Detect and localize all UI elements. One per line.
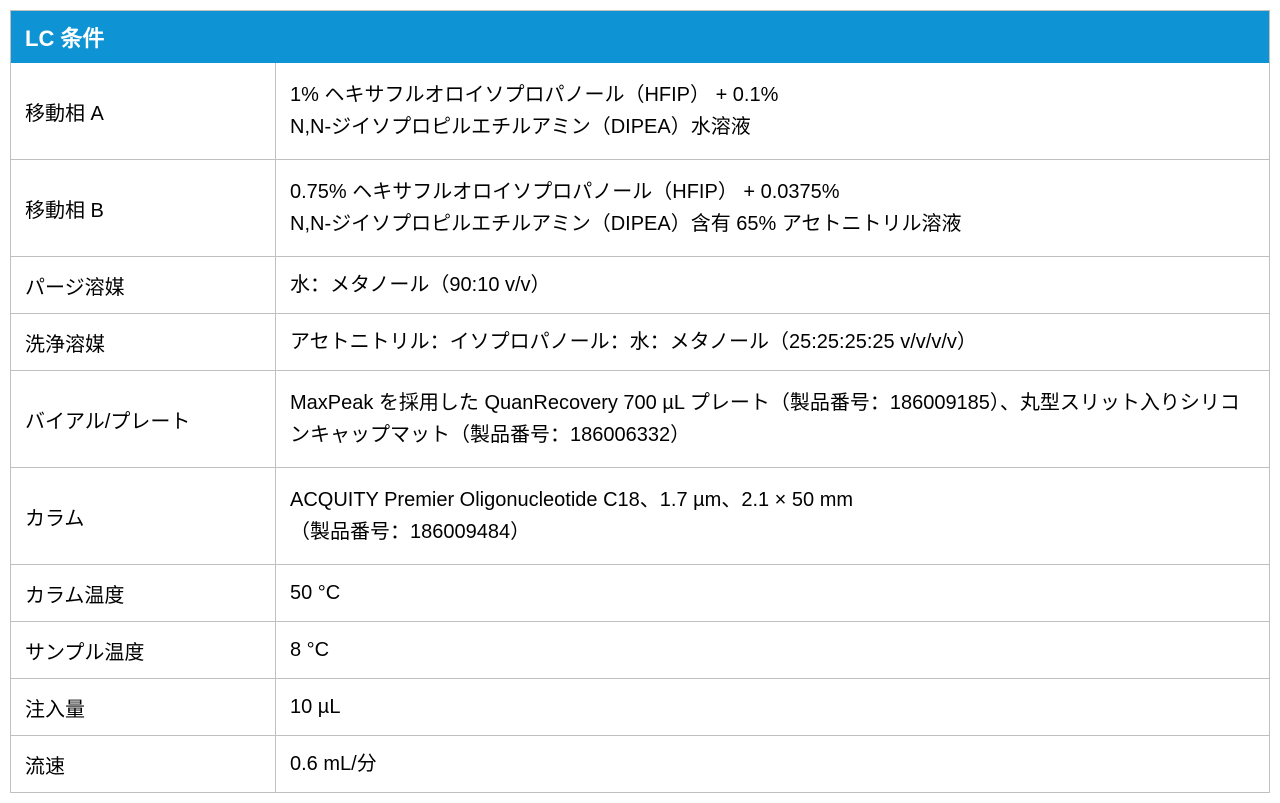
row-label: バイアル/プレート [11, 371, 276, 467]
row-value: MaxPeak を採用した QuanRecovery 700 µL プレート（製… [276, 371, 1269, 467]
table-row: 移動相 A1% ヘキサフルオロイソプロパノール（HFIP） + 0.1% N,N… [11, 63, 1269, 159]
table-row: 洗浄溶媒アセトニトリル：イソプロパノール：水：メタノール（25:25:25:25… [11, 313, 1269, 370]
table-row: カラムACQUITY Premier Oligonucleotide C18、1… [11, 467, 1269, 564]
row-label: 注入量 [11, 679, 276, 735]
row-label: カラム [11, 468, 276, 564]
row-label: 流速 [11, 736, 276, 792]
row-label: パージ溶媒 [11, 257, 276, 313]
table-row: 流速0.6 mL/分 [11, 735, 1269, 792]
row-value: 1% ヘキサフルオロイソプロパノール（HFIP） + 0.1% N,N-ジイソプ… [276, 63, 1269, 159]
table-header: LC 条件 [11, 11, 1269, 63]
row-value: 0.6 mL/分 [276, 736, 1269, 792]
row-label: 移動相 A [11, 63, 276, 159]
row-value: 50 °C [276, 565, 1269, 621]
row-value: 10 µL [276, 679, 1269, 735]
table-row: バイアル/プレートMaxPeak を採用した QuanRecovery 700 … [11, 370, 1269, 467]
row-label: カラム温度 [11, 565, 276, 621]
table-row: 注入量10 µL [11, 678, 1269, 735]
row-label: サンプル温度 [11, 622, 276, 678]
row-value: アセトニトリル：イソプロパノール：水：メタノール（25:25:25:25 v/v… [276, 314, 1269, 370]
table-title: LC 条件 [25, 26, 104, 51]
row-value: ACQUITY Premier Oligonucleotide C18、1.7 … [276, 468, 1269, 564]
row-label: 移動相 B [11, 160, 276, 256]
row-value: 8 °C [276, 622, 1269, 678]
row-value: 水：メタノール（90:10 v/v） [276, 257, 1269, 313]
row-label: 洗浄溶媒 [11, 314, 276, 370]
table-row: カラム温度50 °C [11, 564, 1269, 621]
lc-conditions-table: LC 条件 移動相 A1% ヘキサフルオロイソプロパノール（HFIP） + 0.… [10, 10, 1270, 793]
table-row: 移動相 B0.75% ヘキサフルオロイソプロパノール（HFIP） + 0.037… [11, 159, 1269, 256]
table-row: パージ溶媒水：メタノール（90:10 v/v） [11, 256, 1269, 313]
row-value: 0.75% ヘキサフルオロイソプロパノール（HFIP） + 0.0375% N,… [276, 160, 1269, 256]
table-row: サンプル温度8 °C [11, 621, 1269, 678]
